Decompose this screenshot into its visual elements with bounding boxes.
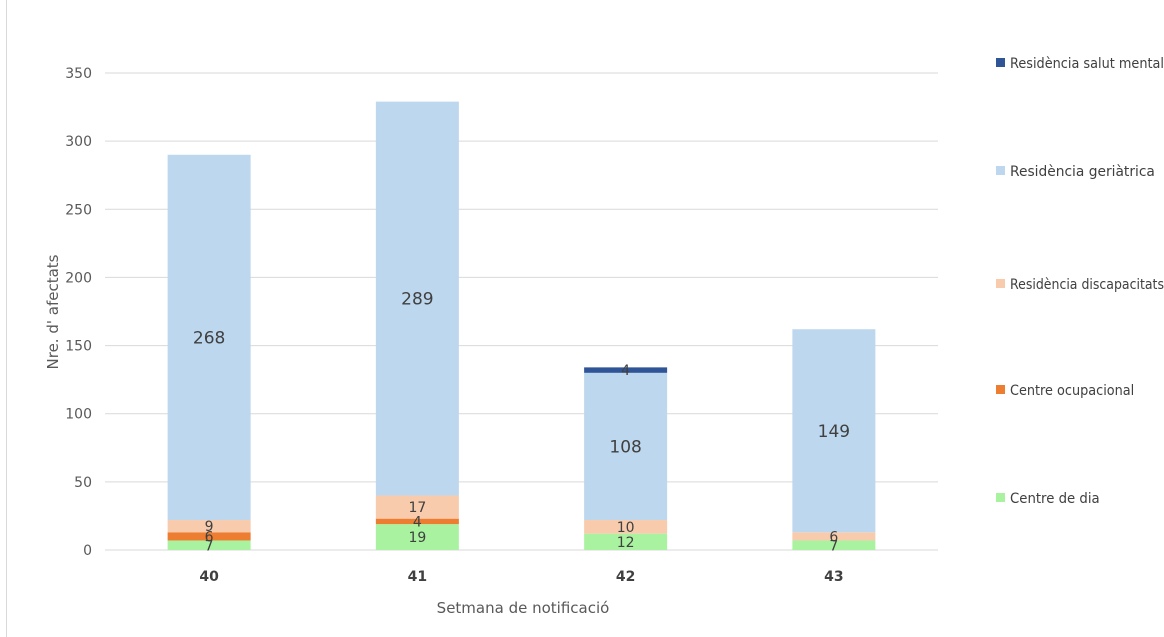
legend-label: Centre de dia — [1010, 491, 1100, 507]
data-label: 17 — [408, 500, 426, 516]
y-axis-title: Nre. d' afectats — [44, 254, 62, 369]
left-border — [6, 0, 7, 637]
bar-segment — [167, 540, 251, 550]
y-tick-label: 300 — [65, 134, 92, 150]
data-label: 289 — [401, 290, 433, 310]
y-tick-label: 100 — [65, 407, 92, 423]
y-tick-label: 200 — [65, 270, 92, 286]
bar-segment — [375, 518, 459, 525]
bar-segment — [584, 367, 668, 373]
y-tick-label: 50 — [74, 475, 92, 491]
bar-segment — [584, 372, 668, 521]
bar-segment — [375, 101, 459, 496]
bar-segment — [167, 154, 251, 521]
data-label: 4 — [621, 363, 630, 379]
legend-label: Residència salut mental — [1010, 56, 1164, 72]
y-axis-ticks: 0 50 100 150 200 250 300 350 — [65, 66, 92, 559]
legend-swatch — [996, 385, 1005, 394]
bar-segment — [584, 520, 668, 534]
legend: Residència salut mental Residència geriàt… — [996, 56, 1164, 507]
bar-segment — [375, 524, 459, 550]
data-label: 10 — [617, 520, 635, 536]
bar-segment — [167, 520, 251, 533]
x-tick-label: 43 — [824, 569, 843, 585]
legend-label: Residència geriàtrica — [1010, 164, 1155, 180]
bar-segment — [584, 533, 668, 550]
bar-segment — [375, 495, 459, 519]
bar-segment — [792, 532, 876, 541]
legend-swatch — [996, 493, 1005, 502]
y-tick-label: 350 — [65, 66, 92, 82]
legend-label: Centre ocupacional — [1010, 383, 1134, 399]
data-label: 6 — [205, 529, 214, 545]
data-label: 7 — [205, 538, 214, 554]
bar-segment — [792, 329, 876, 533]
legend-swatch — [996, 166, 1005, 175]
data-label: 7 — [829, 538, 838, 554]
legend-swatch — [996, 58, 1005, 67]
y-tick-label: 0 — [83, 543, 92, 559]
data-label: 19 — [408, 530, 426, 546]
data-label: 9 — [205, 519, 214, 535]
data-label: 149 — [818, 422, 850, 442]
data-label: 4 — [413, 514, 422, 530]
x-axis-title: Setmana de notificació — [437, 599, 610, 617]
x-tick-label: 40 — [199, 569, 219, 585]
data-label: 12 — [617, 535, 635, 551]
legend-label: Residència discapacitats — [1010, 277, 1164, 293]
y-tick-label: 250 — [65, 202, 92, 218]
bar-segment — [167, 532, 251, 541]
y-tick-label: 150 — [65, 339, 92, 355]
data-label: 108 — [609, 438, 641, 458]
x-axis-ticks: 40 41 42 43 — [199, 569, 843, 585]
legend-swatch — [996, 279, 1005, 288]
bars — [167, 101, 876, 550]
x-tick-label: 42 — [616, 569, 635, 585]
data-label: 268 — [193, 329, 225, 349]
data-label: 6 — [829, 529, 838, 545]
bar-segment — [792, 540, 876, 550]
x-tick-label: 41 — [408, 569, 427, 585]
